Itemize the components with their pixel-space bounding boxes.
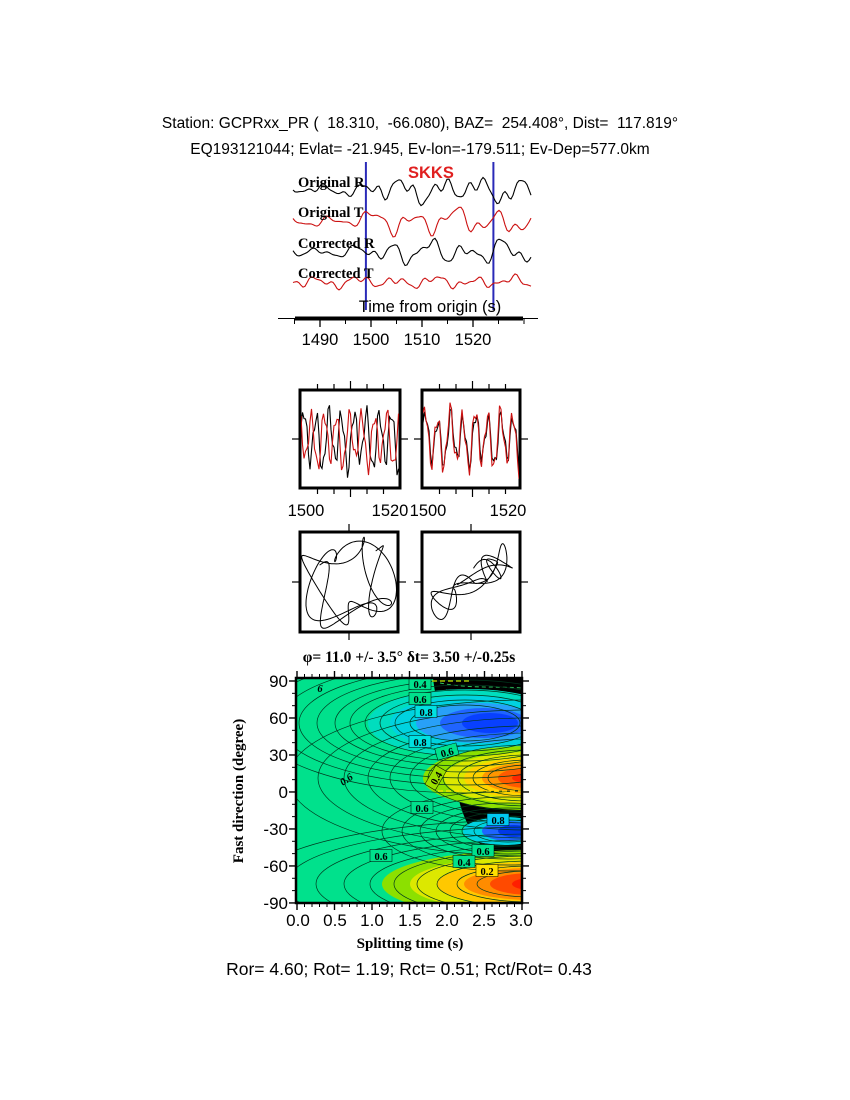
particle-motion-original-box	[298, 530, 400, 634]
contour-level-label: 0.6	[369, 849, 393, 863]
ytick-60: 60	[269, 709, 288, 728]
error-surface-panel: φ= 11.0 +/- 3.5° δt= 3.50 +/-0.25s	[231, 649, 533, 952]
particle-motion-curves	[301, 536, 513, 629]
xtick-2.0: 2.0	[435, 911, 459, 930]
trace-label-corrected-t: Corrected T	[298, 266, 374, 282]
contour-level-label: 0.6	[410, 801, 434, 815]
time-axis-title: Time from origin (s)	[359, 298, 501, 316]
ytick-90: 90	[269, 672, 288, 691]
svg-text:0.6: 0.6	[413, 695, 426, 706]
contour-level-label: 0.8	[408, 735, 432, 749]
seismic-traces	[292, 176, 532, 291]
ytick-m30: -30	[263, 820, 288, 839]
svg-text:0.6: 0.6	[415, 804, 428, 815]
tick-1490: 1490	[302, 331, 339, 349]
zoom-left-tick-1520: 1520	[372, 502, 409, 520]
ytick-0: 0	[279, 783, 288, 802]
contour-ytick-labels: 90 60 30 0 -30 -60 -90	[263, 672, 288, 913]
contour-level-label: 0.2	[475, 864, 499, 878]
contour-ylabel: Fast direction (degree)	[231, 719, 247, 863]
ytick-m90: -90	[263, 894, 288, 913]
svg-text:0.8: 0.8	[413, 738, 426, 749]
xtick-1.0: 1.0	[360, 911, 384, 930]
zoom-right-tick-1520: 1520	[490, 502, 527, 520]
time-axis-tick-labels: 1490 1500 1510 1520	[302, 331, 492, 349]
svg-text:0.2: 0.2	[480, 867, 493, 878]
event-title: EQ193121044; Evlat= -21.945, Ev-lon=-179…	[190, 141, 650, 158]
zoom-left-box	[298, 388, 402, 490]
contour-xtick-labels: 0.0 0.5 1.0 1.5 2.0 2.5 3.0	[286, 911, 533, 930]
contour-level-label: 0.8	[486, 813, 510, 827]
station-title: Station: GCPRxx_PR ( 18.310, -66.080), B…	[161, 115, 679, 132]
xtick-3.0: 3.0	[509, 911, 533, 930]
trace-label-corrected-r: Corrected R	[298, 236, 375, 252]
xtick-0.0: 0.0	[286, 911, 310, 930]
zoom-right-box	[420, 388, 522, 490]
svg-text:0.4: 0.4	[413, 680, 427, 691]
trace-label-original-r: Original R	[298, 175, 365, 191]
svg-text:6: 6	[317, 684, 323, 695]
contour-title: φ= 11.0 +/- 3.5° δt= 3.50 +/-0.25s	[303, 649, 516, 666]
contour-ticks	[289, 671, 529, 910]
contour-level-label: 6	[317, 684, 323, 695]
contour-value-labels: 0.40.60.80.80.60.40.60.80.60.40.20.660.6	[317, 677, 510, 878]
ytick-m60: -60	[263, 857, 288, 876]
time-axis	[278, 316, 538, 327]
zoom-panel-traces	[301, 402, 519, 479]
window-zoom-panels: 1500 1520 1500 1520	[288, 381, 528, 520]
contour-level-label: 0.4	[452, 855, 476, 869]
svg-text:0.6: 0.6	[374, 852, 387, 863]
contour-xlabel: Splitting time (s)	[357, 936, 464, 952]
zoom-tick-labels: 1500 1520 1500 1520	[288, 502, 527, 520]
tick-1510: 1510	[404, 331, 441, 349]
svg-text:0.8: 0.8	[419, 708, 432, 719]
svg-text:0.4: 0.4	[457, 858, 471, 869]
svg-text:0.6: 0.6	[476, 847, 489, 858]
particle-motion-panels	[292, 524, 528, 640]
trace-label-original-t: Original T	[298, 205, 364, 221]
tick-1520: 1520	[455, 331, 492, 349]
contour-level-label: 0.6	[408, 692, 432, 706]
zoom-panel-ticks	[292, 381, 528, 497]
zoom-right-tick-1500: 1500	[410, 502, 447, 520]
selection-window-lines	[364, 162, 495, 310]
particle-motion-corrected-box	[420, 530, 522, 634]
contour-level-label: 0.4	[408, 677, 432, 691]
svg-text:0.8: 0.8	[491, 816, 504, 827]
waveform-panel: Original R Original T Corrected R Correc…	[278, 162, 538, 349]
xtick-1.5: 1.5	[398, 911, 422, 930]
splitting-quality-line: Ror= 4.60; Rot= 1.19; Rct= 0.51; Rct/Rot…	[226, 959, 592, 979]
contour-level-label: 0.8	[414, 705, 438, 719]
zoom-left-tick-1500: 1500	[288, 502, 325, 520]
tick-1500: 1500	[353, 331, 390, 349]
contour-level-label: 0.6	[434, 742, 460, 761]
xtick-0.5: 0.5	[323, 911, 347, 930]
contour-field	[296, 678, 522, 903]
phase-pick-label: SKKS	[408, 164, 454, 182]
contour-level-label: 0.6	[471, 844, 495, 858]
ytick-30: 30	[269, 746, 288, 765]
xtick-2.5: 2.5	[472, 911, 496, 930]
svg-text:0.6: 0.6	[440, 746, 456, 760]
